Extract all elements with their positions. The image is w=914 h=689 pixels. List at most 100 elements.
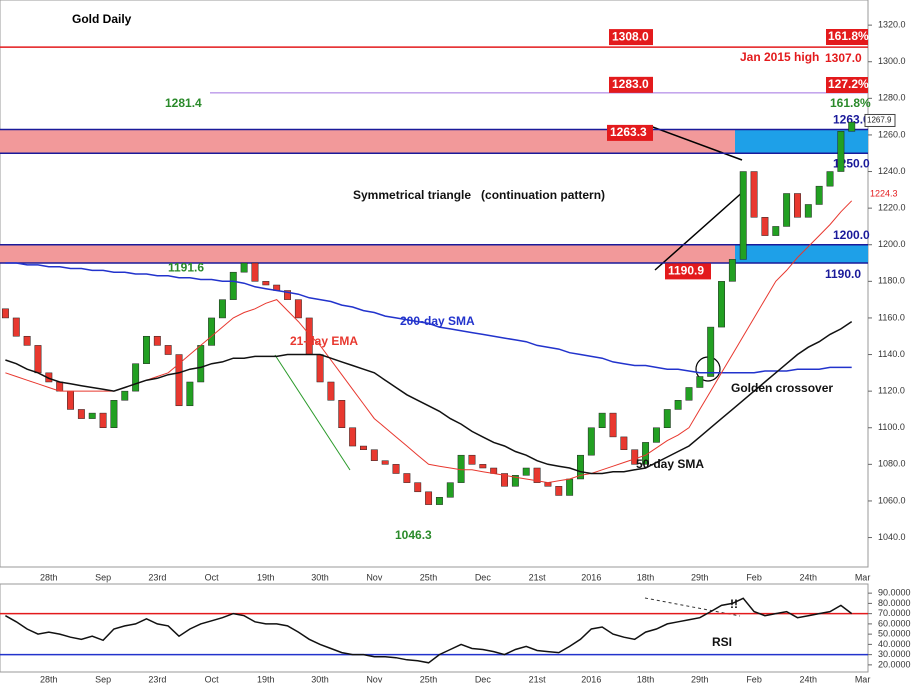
candle	[707, 326, 715, 377]
candle	[446, 482, 454, 498]
label-box	[826, 77, 868, 93]
candle	[338, 400, 346, 428]
candle	[739, 171, 747, 260]
candle	[67, 390, 74, 410]
triangle-top	[649, 125, 743, 161]
candle	[218, 299, 226, 319]
level-box	[609, 29, 653, 46]
candle	[620, 436, 628, 450]
candle	[435, 497, 443, 505]
point-label: 1263.3	[610, 125, 647, 139]
x-tick-label: Mar	[855, 572, 871, 582]
candle	[175, 354, 183, 407]
candle	[783, 193, 791, 227]
x-tick-label: Oct	[205, 572, 220, 582]
level-label: 1308.0	[612, 29, 649, 43]
y-tick-label: 1080.0	[878, 459, 906, 469]
label-box	[607, 124, 653, 141]
candle	[121, 390, 129, 401]
candle	[522, 467, 530, 476]
candle	[153, 335, 161, 346]
price-panel	[0, 0, 869, 568]
y-tick-label: 1040.0	[878, 532, 906, 542]
candle	[511, 475, 519, 487]
label-box	[826, 29, 868, 45]
zone-blue	[735, 129, 868, 154]
candle	[479, 464, 487, 469]
candle	[533, 467, 541, 483]
y-tick-label: 1220.0	[878, 203, 906, 213]
candle	[728, 259, 736, 282]
annotation: Golden crossover	[731, 381, 833, 395]
x-tick-label: 24th	[800, 674, 818, 684]
candle	[631, 449, 639, 465]
point-label: 1190.9	[668, 264, 704, 278]
candle	[208, 317, 216, 346]
level-label: 1283.0	[612, 77, 649, 91]
candle	[143, 335, 150, 364]
candle	[392, 464, 400, 474]
candle	[674, 400, 682, 410]
series-line	[5, 320, 853, 475]
candle	[696, 376, 704, 388]
y-tick-label: 1240.0	[878, 166, 906, 176]
level-label: 1190.0	[825, 267, 861, 281]
candle	[566, 478, 574, 496]
x-tick-label: 18th	[637, 572, 655, 582]
x-tick-label: Dec	[475, 572, 492, 582]
candle	[132, 363, 140, 392]
y-tick-label: 20.0000	[878, 659, 911, 669]
annotation: Jan 2015 high	[740, 50, 819, 64]
candle	[197, 345, 205, 383]
x-tick-label: Sep	[95, 572, 111, 582]
series-name: RSI	[712, 635, 732, 649]
x-tick-label: 24th	[800, 572, 818, 582]
x-tick-label: 18th	[637, 674, 655, 684]
y-tick-label: 50.0000	[878, 629, 911, 639]
candle	[544, 482, 552, 487]
x-tick-label: 28th	[40, 572, 58, 582]
candle	[284, 290, 291, 300]
x-tick-label: Nov	[366, 572, 383, 582]
candle	[1, 308, 9, 319]
trend-line	[274, 354, 351, 471]
x-tick-label: 23rd	[148, 674, 166, 684]
x-tick-label: 21st	[529, 674, 547, 684]
point-label: 1046.3	[395, 528, 432, 542]
candle	[34, 345, 42, 374]
candle	[457, 454, 465, 483]
point-label: 1281.4	[165, 96, 202, 110]
candle	[381, 460, 389, 465]
y-tick-label: 1300.0	[878, 56, 906, 66]
candle	[468, 454, 476, 465]
rsi-panel	[0, 583, 869, 673]
candle	[251, 262, 259, 282]
candle	[848, 121, 856, 132]
level-label: 1263.0	[833, 113, 870, 127]
chart-title: Gold Daily	[72, 12, 132, 26]
x-tick-label: Oct	[205, 674, 220, 684]
series-name: 50-day SMA	[636, 457, 704, 471]
series-line	[5, 262, 852, 374]
candle	[88, 412, 96, 419]
triangle-bottom	[654, 189, 746, 271]
candle	[229, 271, 237, 300]
x-tick-label: 29th	[691, 572, 709, 582]
x-tick-label: Dec	[475, 674, 492, 684]
candle	[370, 449, 378, 461]
candle	[772, 226, 780, 236]
level-label: 1200.0	[833, 228, 870, 242]
x-tick-label: 30th	[311, 572, 329, 582]
candle	[414, 482, 422, 493]
annotation: 161.8%	[828, 29, 869, 43]
candle	[501, 473, 508, 487]
y-tick-label: 60.0000	[878, 618, 911, 628]
label-box	[665, 263, 711, 280]
y-tick-label: 1200.0	[878, 239, 906, 249]
candle	[349, 427, 357, 447]
candle	[577, 454, 584, 480]
x-tick-label: Sep	[95, 674, 111, 684]
candle	[826, 171, 834, 187]
candle	[804, 204, 812, 218]
